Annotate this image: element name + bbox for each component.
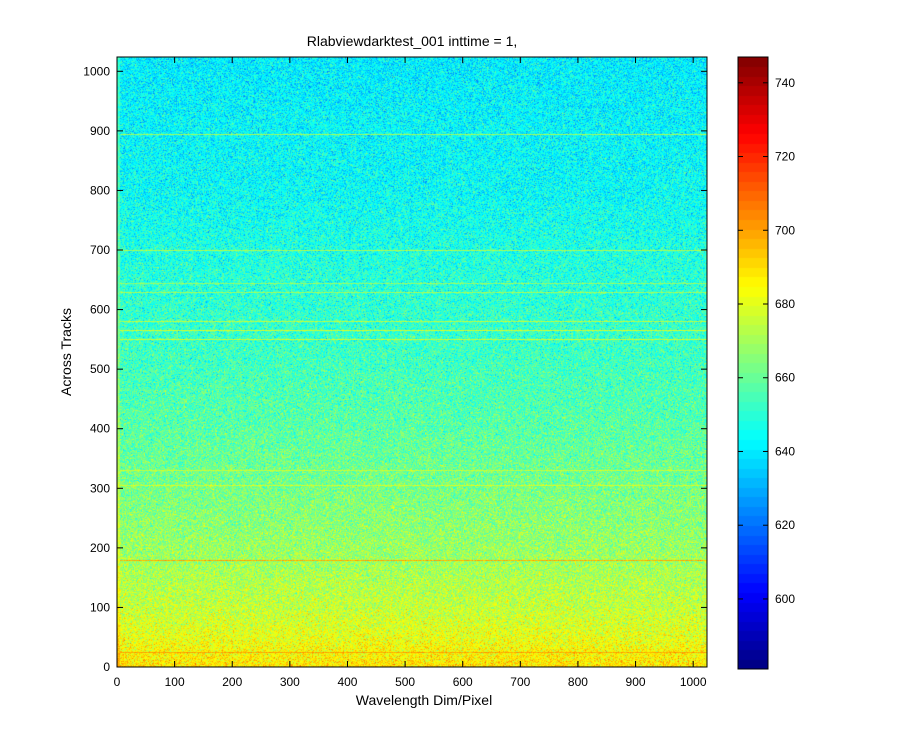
y-tick-label: 300 <box>90 481 110 495</box>
y-axis-label: Across Tracks <box>58 308 74 396</box>
y-tick-label: 500 <box>90 362 110 376</box>
colorbar-frame <box>737 56 769 670</box>
y-tick-label: 200 <box>90 541 110 555</box>
heatmap-plot-area <box>116 56 708 668</box>
x-tick-label: 900 <box>626 675 646 689</box>
x-tick-label: 400 <box>337 675 357 689</box>
colorbar-gradient <box>738 57 768 669</box>
x-tick-label: 100 <box>165 675 185 689</box>
x-axis-ticks: 0 100 200 300 400 500 600 700 800 900 1000 <box>114 57 707 689</box>
y-tick-label: 1000 <box>83 64 110 78</box>
colorbar-tick-label: 740 <box>775 76 795 90</box>
colorbar: 600 620 640 660 680 700 720 740 <box>737 56 795 670</box>
colorbar-tick-label: 680 <box>775 297 795 311</box>
x-tick-label: 500 <box>395 675 415 689</box>
colorbar-tick-label: 660 <box>775 371 795 385</box>
colorbar-tick-label: 700 <box>775 223 795 237</box>
heatmap-image <box>117 57 707 667</box>
colorbar-tick-label: 600 <box>775 592 795 606</box>
y-tick-label: 400 <box>90 422 110 436</box>
colorbar-tick-label: 620 <box>775 518 795 532</box>
y-tick-label: 0 <box>103 660 110 674</box>
y-tick-label: 900 <box>90 124 110 138</box>
y-axis-ticks: 0 100 200 300 400 500 600 700 800 900 1000 <box>83 64 707 674</box>
x-tick-label: 1000 <box>680 675 707 689</box>
x-axis-label: Wavelength Dim/Pixel <box>356 692 492 708</box>
plot-frame <box>116 56 708 668</box>
x-tick-label: 800 <box>568 675 588 689</box>
y-tick-label: 700 <box>90 243 110 257</box>
colorbar-tick-label: 640 <box>775 444 795 458</box>
x-tick-label: 600 <box>453 675 473 689</box>
y-tick-label: 800 <box>90 183 110 197</box>
x-tick-label: 200 <box>222 675 242 689</box>
x-tick-label: 700 <box>510 675 530 689</box>
colorbar-tick-label: 720 <box>775 150 795 164</box>
colorbar-ticks: 600 620 640 660 680 700 720 740 <box>738 76 795 606</box>
y-tick-label: 100 <box>90 600 110 614</box>
x-tick-label: 0 <box>114 675 121 689</box>
x-tick-label: 300 <box>280 675 300 689</box>
chart-title: Rlabviewdarktest_001 inttime = 1, <box>307 33 518 49</box>
y-tick-label: 600 <box>90 303 110 317</box>
